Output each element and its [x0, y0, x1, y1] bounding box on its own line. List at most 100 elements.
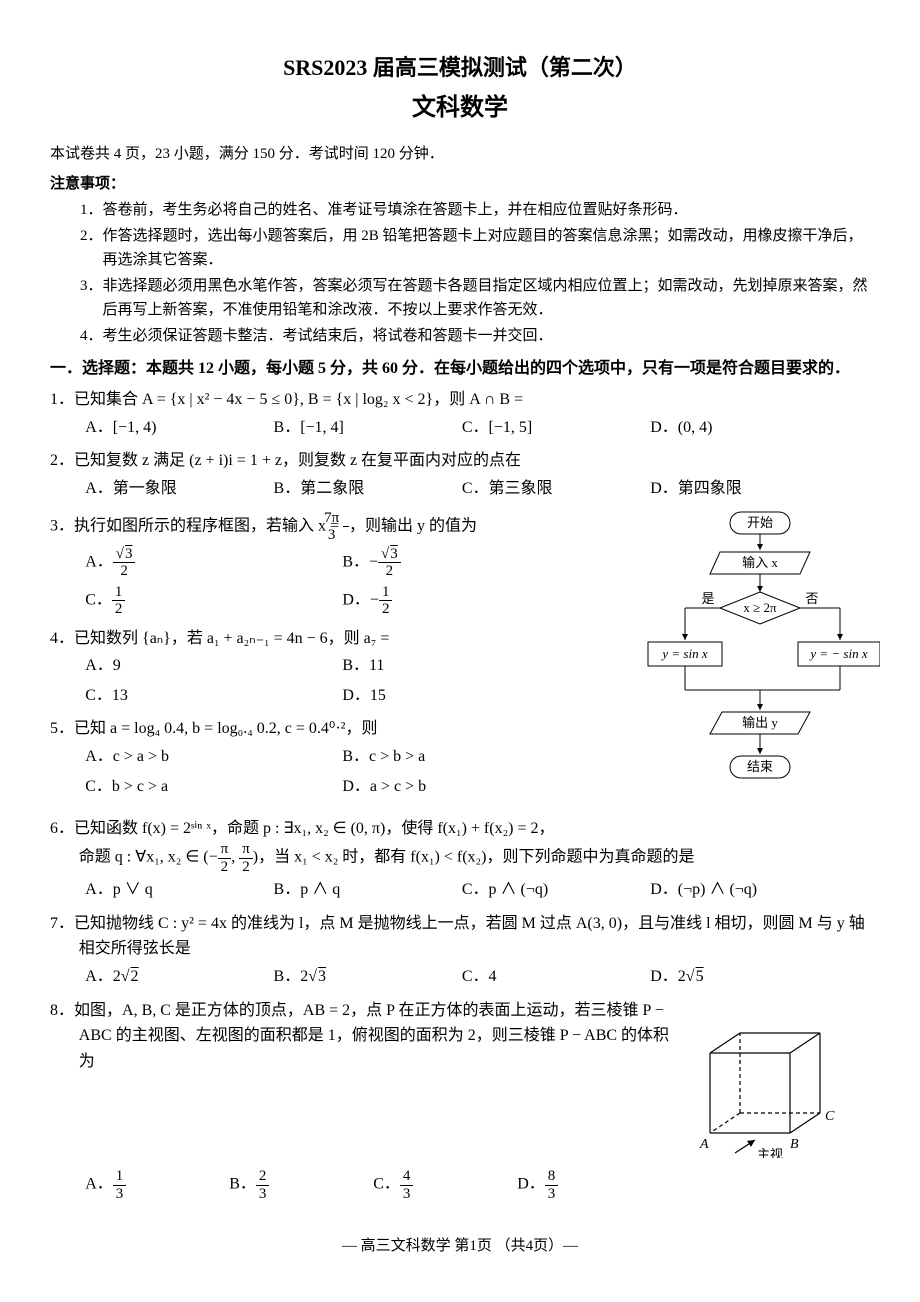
- q-number: 4．: [50, 630, 74, 647]
- question-3-5-block: 开始 输入 x x ≥ 2π 是 否 y = sin x y = − sin x: [50, 510, 870, 810]
- question-3: 3．执行如图所示的程序框图，若输入 x = 7π3，则输出 y 的值为 A．32…: [50, 510, 610, 620]
- choice-c: C．p ∧ (¬q): [462, 877, 650, 903]
- frac-num: 1: [112, 584, 126, 602]
- choice-a: A．c > a > b: [85, 744, 342, 770]
- choice-b-pre: B．: [229, 1176, 256, 1193]
- choice-d: D．−12: [342, 584, 599, 618]
- flowchart: 开始 输入 x x ≥ 2π 是 否 y = sin x y = − sin x: [640, 510, 880, 827]
- frac-num: 2: [256, 1168, 270, 1186]
- flow-start: 开始: [747, 515, 773, 530]
- question-6: 6．已知函数 f(x) = 2ˢⁱⁿ ˣ，命题 p : ∃x₁, x₂ ∈ (0…: [50, 816, 870, 905]
- choice-a: A．第一象限: [85, 476, 273, 502]
- choice-b: B．11: [342, 653, 599, 679]
- choice-c: C．4: [462, 964, 650, 990]
- choice-c: C．b > c > a: [85, 774, 342, 800]
- choice-b: B．[−1, 4]: [274, 415, 462, 441]
- choice-c-pre: C．: [373, 1176, 400, 1193]
- q-stem-text: 已知抛物线 C : y² = 4x 的准线为 l，点 M 是抛物线上一点，若圆 …: [74, 915, 865, 958]
- exam-subtitle: 文科数学: [50, 89, 870, 127]
- q-stem-prefix: 执行如图所示的程序框图，若输入 x =: [74, 517, 343, 534]
- frac-num: 4: [400, 1168, 414, 1186]
- choice-a-pre: A．2: [85, 968, 121, 985]
- sqrt-val: 3: [124, 546, 133, 562]
- q-number: 1．: [50, 391, 74, 408]
- frac-den: 2: [379, 601, 393, 618]
- q-stem-text: 已知 a = log₄ 0.4, b = log₀.₄ 0.2, c = 0.4…: [74, 720, 377, 737]
- flowchart-svg: 开始 输入 x x ≥ 2π 是 否 y = sin x y = − sin x: [640, 510, 880, 820]
- notice-heading: 注意事项：: [50, 172, 870, 196]
- sqrt-val: 3: [389, 546, 398, 562]
- frac-num: 1: [379, 584, 393, 602]
- choice-b: B．2 3: [274, 964, 462, 990]
- notice-item: 4．考生必须保证答题卡整洁．考试结束后，将试卷和答题卡一并交回．: [80, 324, 870, 348]
- q6-line1: 已知函数 f(x) = 2ˢⁱⁿ ˣ，命题 p : ∃x₁, x₂ ∈ (0, …: [74, 820, 555, 837]
- frac-den: 2: [112, 601, 126, 618]
- cube-label-a: A: [699, 1137, 709, 1152]
- choice-a: A．13: [85, 1168, 229, 1202]
- choice-a-pre: A．: [85, 1176, 113, 1193]
- choice-c-prefix: C．: [85, 591, 112, 608]
- frac-den: 3: [113, 1186, 127, 1203]
- flow-left: y = sin x: [660, 646, 707, 661]
- flow-output: 输出 y: [742, 715, 778, 730]
- q-number: 8．: [50, 1002, 74, 1019]
- question-8: A B C 主视 8．如图，A, B, C 是正方体的顶点，AB = 2，点 P…: [50, 998, 870, 1205]
- choice-b: B．p ∧ q: [274, 877, 462, 903]
- choice-d: D．15: [342, 683, 599, 709]
- q-number: 6．: [50, 820, 74, 837]
- flow-right: y = − sin x: [808, 646, 867, 661]
- choice-d-pre: D．2: [650, 968, 686, 985]
- section-1-title: 一．选择题：本题共 12 小题，每小题 5 分，共 60 分．在每小题给出的四个…: [50, 356, 870, 382]
- cube-figure: A B C 主视: [690, 998, 870, 1167]
- question-1: 1．已知集合 A = {x | x² − 4x − 5 ≤ 0}, B = {x…: [50, 387, 870, 442]
- choice-d: D．a > c > b: [342, 774, 599, 800]
- flow-no: 否: [805, 591, 818, 606]
- q-stem-suffix: ，则输出 y 的值为: [349, 517, 477, 534]
- cube-svg: A B C 主视: [690, 998, 870, 1158]
- exam-intro: 本试卷共 4 页，23 小题，满分 150 分．考试时间 120 分钟．: [50, 142, 870, 166]
- choice-c: C．第三象限: [462, 476, 650, 502]
- choice-d: D．2 5: [650, 964, 838, 990]
- frac-den: 2: [218, 859, 232, 876]
- frac-num: π: [218, 841, 232, 859]
- frac-den: 2: [239, 859, 253, 876]
- q-stem-text: 如图，A, B, C 是正方体的顶点，AB = 2，点 P 在正方体的表面上运动…: [74, 1002, 669, 1070]
- choice-d: D．83: [517, 1168, 661, 1202]
- frac-num: π: [239, 841, 253, 859]
- q-number: 7．: [50, 915, 74, 932]
- exam-title: SRS2023 届高三模拟测试（第二次）: [50, 50, 870, 85]
- flow-end: 结束: [747, 759, 773, 774]
- choice-a: A．2 2: [85, 964, 273, 990]
- q6-mid: ,: [231, 849, 239, 866]
- page-footer: — 高三文科数学 第1页 （共4页）—: [50, 1234, 870, 1258]
- flow-yes: 是: [701, 591, 714, 606]
- question-7: 7．已知抛物线 C : y² = 4x 的准线为 l，点 M 是抛物线上一点，若…: [50, 911, 870, 992]
- q-number: 2．: [50, 452, 74, 469]
- choice-c: C．12: [85, 584, 342, 618]
- sqrt-val: 5: [695, 968, 704, 985]
- question-4: 4．已知数列 {aₙ}，若 a₁ + a₂ₙ₋₁ = 4n − 6，则 a₇ =…: [50, 626, 610, 711]
- flow-input: 输入 x: [742, 555, 778, 570]
- q-stem-text: 已知数列 {aₙ}，若 a₁ + a₂ₙ₋₁ = 4n − 6，则 a₇ =: [74, 630, 389, 647]
- q-number: 3．: [50, 517, 74, 534]
- sqrt-val: 2: [130, 968, 139, 985]
- notice-item: 3．非选择题必须用黑色水笔作答，答案必须写在答题卡各题目指定区域内相应位置上；如…: [80, 274, 870, 322]
- cube-view-label: 主视: [757, 1147, 783, 1158]
- choice-b-pre: B．2: [274, 968, 309, 985]
- frac-den: 3: [400, 1186, 414, 1203]
- flow-cond: x ≥ 2π: [743, 600, 777, 615]
- q6-line2-pre: 命题 q : ∀x₁, x₂ ∈ (−: [79, 849, 218, 866]
- frac-num: 1: [113, 1168, 127, 1186]
- choice-a: A．9: [85, 653, 342, 679]
- choice-d: D．(0, 4): [650, 415, 838, 441]
- frac-num: 8: [545, 1168, 559, 1186]
- choice-b-prefix: B．−: [342, 553, 378, 570]
- cube-label-b: B: [790, 1137, 799, 1152]
- frac-den: 3: [545, 1186, 559, 1203]
- choice-c: C．43: [373, 1168, 517, 1202]
- choice-a-prefix: A．: [85, 553, 113, 570]
- cube-label-c: C: [825, 1109, 835, 1124]
- choice-c: C．13: [85, 683, 342, 709]
- sqrt-val: 3: [317, 968, 326, 985]
- choice-a: A．32: [85, 546, 342, 580]
